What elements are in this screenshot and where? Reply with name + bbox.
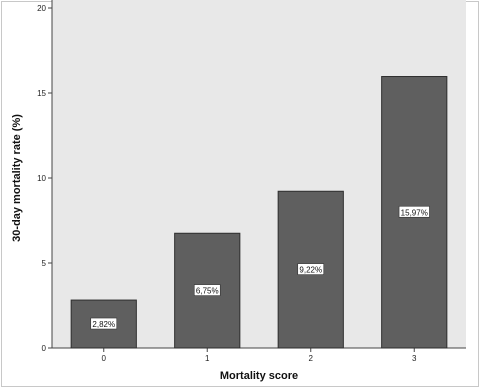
y-axis: 0 5 10 15 20	[37, 0, 53, 353]
data-label: 15,97%	[401, 208, 428, 217]
x-axis-title: Mortality score	[220, 370, 298, 382]
data-label: 6,75%	[196, 287, 219, 296]
bars: 2,82% 6,75% 9,22% 15,97%	[70, 76, 448, 349]
x-axis: 0 1 2 3	[52, 347, 466, 363]
y-tick-label: 5	[42, 259, 47, 268]
y-tick-label: 15	[37, 89, 46, 98]
data-label: 2,82%	[92, 320, 115, 329]
y-axis-title: 30-day mortality rate (%)	[11, 114, 23, 242]
data-label-box	[193, 284, 221, 296]
data-label-box	[90, 317, 118, 330]
data-label-box	[297, 263, 325, 275]
x-tick-label: 3	[412, 354, 417, 363]
x-tick-label: 0	[102, 354, 107, 363]
x-tick-label: 1	[205, 354, 210, 363]
data-label: 9,22%	[299, 266, 322, 275]
data-label-box	[398, 205, 430, 218]
y-tick-label: 0	[42, 344, 47, 353]
y-tick-label: 20	[37, 4, 46, 13]
x-tick-label: 2	[309, 354, 314, 363]
y-tick-label: 10	[37, 174, 46, 183]
